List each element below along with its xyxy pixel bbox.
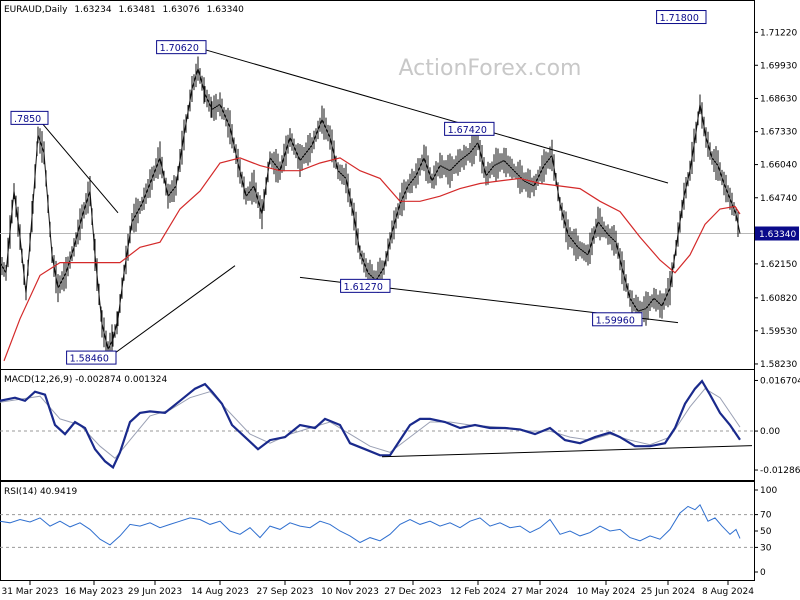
ohlc-close: 1.63340	[207, 5, 244, 15]
y-tick-label: 1.66040	[760, 161, 797, 171]
watermark-text: ActionForex.com	[399, 56, 582, 81]
x-tick-label: 29 Jun 2023	[128, 587, 182, 597]
x-axis: 31 Mar 2023 16 May 2023 29 Jun 2023 14 Aug …	[1, 581, 754, 597]
x-tick-label: 8 Aug 2024	[702, 587, 754, 597]
price-panel-title: EURAUD,Daily 1.63234 1.63481 1.63076 1.6…	[4, 5, 244, 15]
price-label-text: .7850	[14, 114, 41, 125]
trendline-group	[37, 47, 679, 359]
macd-panel-title: MACD(12,26,9) -0.002874 0.001324	[4, 375, 167, 385]
macd-tick-label: -0.012869	[760, 466, 800, 476]
y-tick-label: 1.60820	[760, 294, 797, 304]
price-label-box	[66, 350, 117, 365]
price-series-group	[0, 56, 741, 359]
y-tick-label: 1.71220	[760, 28, 797, 38]
rsi-tick-label: 50	[760, 527, 772, 537]
price-label-text: 1.71800	[660, 13, 699, 24]
y-tick-label: 1.58230	[760, 360, 797, 370]
current-price-label: 1.63340	[759, 230, 796, 240]
price-label-box	[592, 312, 643, 327]
macd-tick-label: 0.016704	[760, 376, 800, 386]
price-label-box	[444, 121, 495, 136]
rsi-tick-label: 100	[760, 486, 777, 496]
price-label-box	[340, 278, 391, 293]
price-label-text: 1.58460	[70, 354, 109, 365]
symbol-title: EURAUD,Daily	[4, 5, 68, 15]
macd-signal-line	[0, 388, 741, 459]
y-tick-label: 1.62150	[760, 260, 797, 270]
ohlc-low: 1.63076	[163, 5, 200, 15]
price-label-text: 1.67420	[448, 125, 487, 136]
y-tick-label: 1.64740	[760, 194, 797, 204]
sma-series-group	[3, 157, 741, 362]
price-label-box	[10, 110, 49, 125]
macd-trendline	[381, 445, 753, 458]
sma-line	[3, 157, 741, 362]
macd-group: 0.016704 0.00 -0.012869	[0, 376, 800, 476]
current-price-box	[755, 226, 799, 241]
x-tick-label: 31 Mar 2023	[1, 587, 58, 597]
rsi-group: 100 70 50 30 0	[0, 486, 777, 578]
price-trendline	[107, 265, 236, 359]
price-label-box	[656, 10, 707, 25]
rsi-panel-frame	[0, 481, 755, 581]
price-label-box	[156, 40, 207, 55]
macd-panel-frame	[0, 369, 755, 481]
x-tick-label: 27 Sep 2023	[256, 587, 313, 597]
price-y-axis: 1.71220 1.69930 1.68630 1.67330 1.66040 1.647…	[754, 28, 799, 370]
price-label-text: 1.59960	[596, 315, 635, 326]
rsi-tick-label: 30	[760, 543, 772, 553]
price-label-group: 1.70620 1.67420 1.61270 1.59960 1.58460 .7850…	[10, 10, 707, 365]
y-tick-label: 1.69930	[760, 61, 797, 71]
x-tick-label: 14 Aug 2023	[191, 587, 249, 597]
rsi-tick-label: 0	[760, 568, 766, 578]
macd-line	[0, 379, 741, 470]
y-tick-label: 1.59530	[760, 327, 797, 337]
price-trendline	[37, 118, 119, 214]
x-tick-label: 27 Dec 2023	[384, 587, 442, 597]
x-tick-label: 10 May 2024	[577, 587, 636, 597]
ohlc-high: 1.63481	[118, 5, 155, 15]
y-tick-label: 1.68630	[760, 94, 797, 104]
price-line	[0, 66, 741, 351]
y-tick-label: 1.67330	[760, 128, 797, 138]
rsi-tick-label: 70	[760, 511, 772, 521]
x-tick-label: 10 Nov 2023	[321, 587, 379, 597]
ohlc-open: 1.63234	[74, 5, 111, 15]
x-tick-label: 27 Mar 2024	[511, 587, 568, 597]
x-tick-label: 16 May 2023	[65, 587, 124, 597]
price-label-text: 1.61270	[344, 282, 383, 293]
price-trendline	[197, 47, 669, 184]
macd-tick-label: 0.00	[760, 427, 780, 437]
x-tick-label: 25 Jun 2024	[641, 587, 695, 597]
price-label-text: 1.70620	[160, 43, 199, 54]
rsi-panel-title: RSI(14) 40.9419	[4, 487, 77, 497]
rsi-line	[0, 503, 741, 546]
x-tick-label: 12 Feb 2024	[450, 587, 506, 597]
